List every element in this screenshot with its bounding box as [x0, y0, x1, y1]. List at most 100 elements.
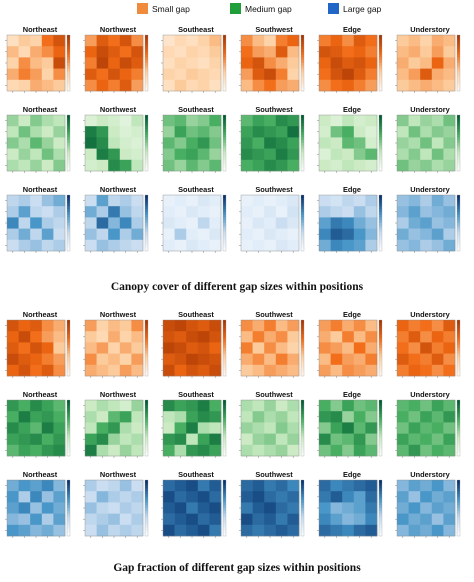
colorbar-segment	[379, 442, 382, 446]
colorbar-segment	[457, 168, 460, 172]
heatmap-cell	[353, 148, 366, 161]
heatmap-cell	[342, 239, 355, 252]
heatmap-cell	[209, 159, 222, 172]
heatmap-cell	[186, 217, 199, 229]
heatmap-cell	[30, 524, 43, 537]
colorbar-segment	[301, 491, 304, 495]
heatmap-cell	[420, 206, 433, 218]
colorbar-segment	[379, 79, 382, 83]
heatmap-cell	[85, 480, 97, 492]
heatmap-cell	[119, 433, 132, 446]
colorbar-segment	[301, 239, 304, 243]
colorbar	[144, 479, 149, 537]
colorbar-segment	[223, 137, 226, 141]
colorbar-segment	[379, 513, 382, 517]
colorbar-segment	[223, 488, 226, 492]
heatmap-cell	[365, 433, 378, 446]
colorbar-segment	[145, 519, 148, 523]
colorbar-segment	[379, 242, 382, 246]
panel-title: Edge	[343, 25, 361, 34]
heatmap-cell	[319, 79, 331, 92]
colorbar-segment	[457, 436, 460, 440]
colorbar-segment	[379, 345, 382, 349]
heatmap-cell	[420, 342, 433, 354]
colorbar-segment	[223, 356, 226, 360]
heatmap-cell	[353, 239, 366, 252]
heatmap-cell	[131, 364, 144, 377]
panel-title: Northwest	[100, 25, 137, 34]
heatmap-cell	[53, 57, 66, 69]
heatmap-cell	[119, 480, 132, 492]
colorbar-segment	[67, 77, 70, 81]
colorbar-segment	[457, 197, 460, 201]
colorbar-segment	[379, 165, 382, 169]
colorbar-segment	[67, 530, 70, 534]
colorbar-segment	[145, 234, 148, 238]
colorbar-segment	[457, 496, 460, 500]
heatmap-cell	[420, 79, 433, 92]
colorbar-segment	[457, 402, 460, 406]
colorbar-segment	[223, 209, 226, 213]
heatmap-cell	[431, 35, 444, 47]
panel-title: Southeast	[178, 25, 214, 34]
colorbar-segment	[67, 82, 70, 86]
colorbar-segment	[457, 245, 460, 249]
heatmap-cell	[131, 195, 144, 207]
colorbar-segment	[457, 237, 460, 241]
heatmap-cell	[443, 353, 456, 366]
colorbar-segment	[457, 485, 460, 489]
colorbar-segment	[457, 364, 460, 368]
colorbar-segment	[223, 157, 226, 161]
colorbar-segment	[301, 74, 304, 78]
colorbar-segment	[457, 450, 460, 454]
colorbar-segment	[223, 447, 226, 451]
panel-title: Understory	[410, 390, 450, 399]
colorbar-segment	[223, 79, 226, 83]
heatmap-cell	[108, 411, 121, 423]
colorbar-segment	[379, 350, 382, 354]
heatmap-cell	[209, 79, 222, 92]
heatmap-northeast: Northeast	[5, 470, 71, 538]
colorbar-segment	[145, 331, 148, 335]
heatmap-cell	[397, 217, 409, 229]
colorbar-segment	[67, 137, 70, 141]
colorbar-segment	[67, 430, 70, 434]
colorbar-segment	[379, 400, 382, 404]
heatmap-understory: Understory	[395, 105, 461, 173]
heatmap-cell	[420, 353, 433, 366]
legend-swatch	[328, 3, 339, 14]
colorbar-segment	[67, 223, 70, 227]
panel-title: Southeast	[178, 310, 214, 319]
heatmap-cell	[330, 422, 343, 434]
colorbar-segment	[223, 40, 226, 44]
colorbar-segment	[379, 237, 382, 241]
heatmap-cell	[197, 217, 210, 229]
colorbar-segment	[145, 408, 148, 412]
heatmap-cell	[252, 491, 265, 503]
heatmap-cell	[197, 502, 210, 514]
heatmap-cell	[431, 217, 444, 229]
colorbar-segment	[301, 494, 304, 498]
colorbar-segment	[67, 505, 70, 509]
heatmap-cell	[197, 342, 210, 354]
heatmap-cell	[30, 46, 43, 58]
heatmap-cell	[319, 320, 331, 332]
heatmap-cell	[264, 400, 277, 412]
colorbar-segment	[379, 444, 382, 448]
heatmap-cell	[431, 68, 444, 81]
heatmap-cell	[18, 444, 31, 457]
colorbar-segment	[457, 85, 460, 89]
colorbar-segment	[379, 419, 382, 423]
colorbar-segment	[145, 143, 148, 147]
colorbar-segment	[379, 533, 382, 537]
colorbar-segment	[223, 168, 226, 172]
colorbar-segment	[67, 450, 70, 454]
heatmap-cell	[96, 513, 109, 526]
heatmap-cell	[174, 331, 187, 343]
heatmap-cell	[41, 228, 54, 241]
heatmap-cell	[18, 159, 31, 172]
heatmap-cell	[41, 148, 54, 161]
heatmap-cell	[108, 35, 121, 47]
heatmap-cell	[420, 433, 433, 446]
heatmap-southwest: Southwest	[239, 185, 305, 253]
